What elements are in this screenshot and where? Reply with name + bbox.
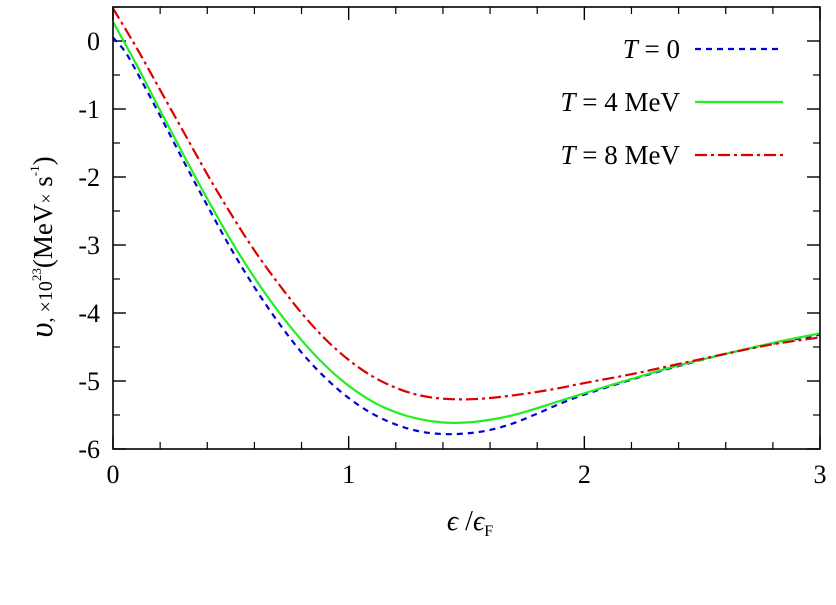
- series-line-t0: [113, 36, 820, 436]
- legend-entry-t0: T = 0: [623, 34, 783, 64]
- legend-label: T = 0: [623, 34, 680, 64]
- x-tick-label: 3: [814, 460, 827, 489]
- series-line-t8: [113, 7, 820, 401]
- x-axis-label-separator: /: [458, 506, 473, 537]
- y-axis-label-multiplier-exponent: 23: [29, 268, 44, 281]
- x-axis-label-subscript: F: [484, 523, 493, 540]
- y-axis-label-unit-times: ×: [36, 194, 56, 204]
- x-axis-label: ϵ /ϵF: [447, 506, 493, 540]
- y-axis-label-unit-close: ): [28, 156, 58, 165]
- y-tick-label: -2: [78, 163, 100, 192]
- legend-label-rest: = 8 MeV: [576, 140, 681, 170]
- y-axis-label-group: υ, ×1023(MeV× s-1): [24, 156, 60, 337]
- x-tick-labels: 0 1 2 3: [107, 460, 827, 489]
- legend-label: T = 8 MeV: [561, 140, 681, 170]
- legend-label-rest: = 4 MeV: [576, 87, 681, 117]
- legend-entry-t4: T = 4 MeV: [561, 87, 783, 117]
- y-tick-label: -3: [78, 231, 100, 260]
- y-tick-label: -4: [78, 299, 100, 328]
- y-tick-labels: 0 -1 -2 -3 -4 -5 -6: [78, 27, 100, 464]
- legend-label-symbol: T: [561, 140, 578, 170]
- legend-label-rest: = 0: [638, 34, 680, 64]
- x-axis-label-denominator: ϵ: [473, 506, 486, 537]
- x-tick-label: 2: [578, 460, 591, 489]
- y-axis-label-unit-s: s: [28, 176, 58, 193]
- legend-label-symbol: T: [561, 87, 578, 117]
- y-axis-label: υ, ×1023(MeV× s-1): [24, 156, 60, 337]
- x-tick-label: 0: [107, 460, 120, 489]
- y-tick-label: -5: [78, 367, 100, 396]
- y-axis-label-unit-open: (MeV: [28, 203, 58, 268]
- y-axis-label-symbol: υ: [24, 322, 60, 337]
- legend-label: T = 4 MeV: [561, 87, 681, 117]
- y-tick-label: 0: [87, 27, 100, 56]
- legend-label-symbol: T: [623, 34, 640, 64]
- plot-frame: [112, 6, 821, 450]
- major-ticks: [112, 7, 821, 450]
- legend-entry-t8: T = 8 MeV: [561, 140, 783, 170]
- y-axis-label-multiplier: , ×10: [35, 281, 57, 322]
- series-layer: [113, 7, 820, 436]
- x-axis-label-numerator: ϵ: [447, 506, 460, 537]
- x-tick-label: 1: [342, 460, 355, 489]
- y-tick-label: -1: [78, 95, 100, 124]
- series-line-t4: [113, 21, 820, 424]
- y-axis-label-unit-exponent: -1: [27, 165, 42, 176]
- y-tick-label: -6: [78, 435, 100, 464]
- minor-ticks: [113, 6, 820, 449]
